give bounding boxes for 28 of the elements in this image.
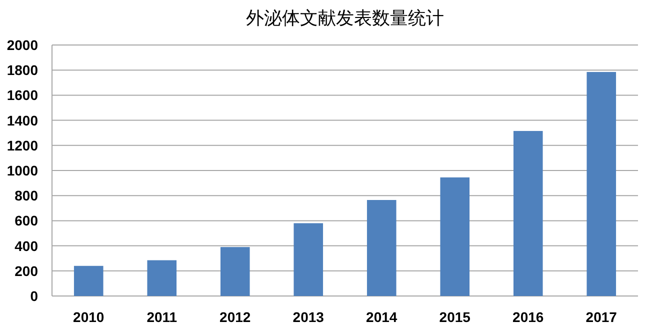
y-tick-label: 1400 <box>6 112 38 128</box>
x-tick-label: 2012 <box>220 309 251 325</box>
x-tick-label: 2017 <box>586 309 618 325</box>
y-tick-label: 1800 <box>6 62 38 78</box>
bar <box>220 247 250 296</box>
y-tick-label: 1200 <box>6 137 38 154</box>
bar <box>366 200 396 296</box>
bar <box>513 130 543 296</box>
y-tick-label: 1600 <box>6 87 38 104</box>
bar <box>294 223 324 296</box>
y-tick-label: 600 <box>14 212 38 229</box>
bar <box>147 260 177 296</box>
x-tick-label: 2014 <box>366 309 398 325</box>
bar <box>586 72 616 296</box>
y-tick-label: 2000 <box>6 37 38 53</box>
chart-title: 外泌体文献发表数量统计 <box>246 8 444 28</box>
x-tick-label: 2016 <box>512 309 544 325</box>
x-tick-label: 2015 <box>439 309 471 325</box>
y-tick-label: 1000 <box>6 162 38 178</box>
y-tick-label: 400 <box>14 238 38 254</box>
x-tick-label: 2011 <box>146 309 178 325</box>
y-tick-label: 200 <box>14 262 38 279</box>
x-tick-label: 2013 <box>292 309 324 325</box>
bar <box>440 177 470 296</box>
y-tick-label: 0 <box>30 288 38 304</box>
x-tick-label: 2010 <box>73 309 104 325</box>
y-tick-label: 800 <box>14 188 38 204</box>
bar <box>74 266 104 296</box>
